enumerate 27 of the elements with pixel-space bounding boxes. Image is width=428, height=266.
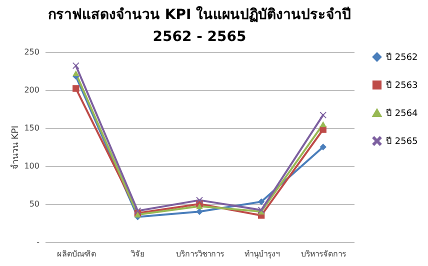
y-tick-label: - (36, 238, 40, 246)
point (196, 203, 203, 210)
legend-label: ปี 2565 (386, 136, 418, 147)
y-axis-title: จำนวน KPI (10, 126, 22, 170)
x-tick-label: วิจัย (130, 250, 146, 258)
point (72, 62, 80, 70)
y-tick-label: 50 (29, 200, 40, 208)
x-tick-label: ทำนุบำรุงฯ (244, 250, 280, 258)
legend-label: ปี 2563 (386, 80, 418, 91)
point (320, 112, 326, 118)
x-tick-label: บริหารจัดการ (301, 250, 348, 258)
point (196, 208, 203, 215)
y-tick-label: 200 (24, 86, 40, 94)
y-tick-label: 150 (24, 124, 40, 132)
legend-label: ปี 2562 (386, 52, 418, 63)
point (134, 207, 142, 214)
point (72, 85, 80, 92)
y-tick-label: 250 (24, 48, 40, 56)
point (320, 144, 326, 150)
point (258, 198, 265, 206)
x-tick-label: บริการวิชาการ (176, 250, 225, 258)
x-tick-label: ผลิตบัณฑิต (56, 250, 96, 258)
point (320, 121, 326, 128)
y-tick-label: 100 (24, 162, 40, 170)
legend-label: ปี 2564 (386, 108, 418, 119)
point (72, 70, 80, 76)
chart-title: กราฟแสดงจำนวน KPI ในแผนปฏิบัติงานประจำปี 2562 - 2565 (48, 5, 352, 45)
